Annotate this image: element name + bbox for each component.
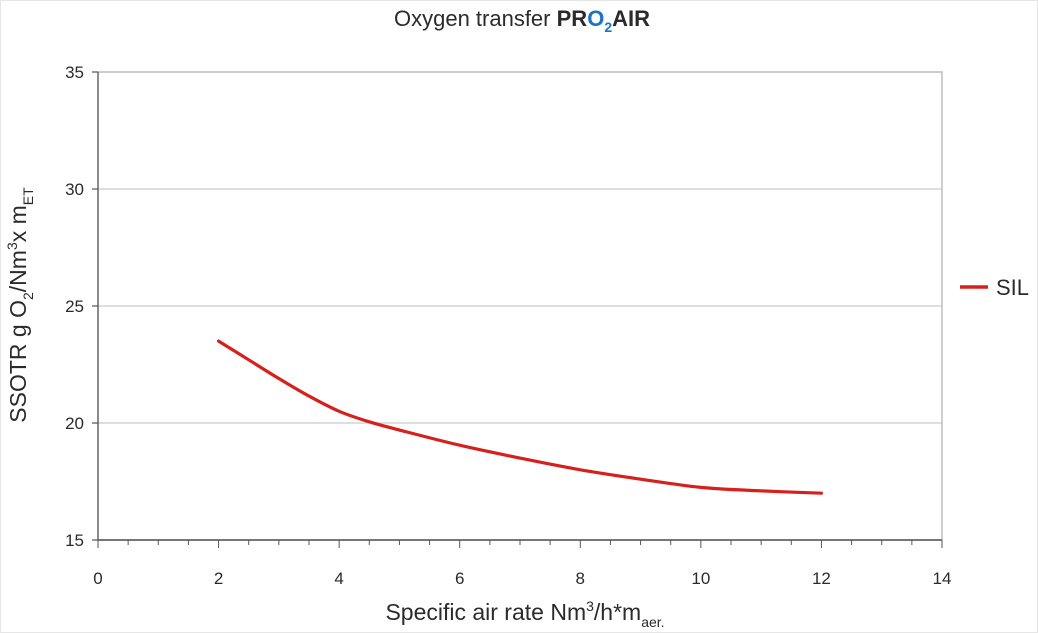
grid-lines xyxy=(98,71,942,424)
legend-label-sil: SIL xyxy=(996,275,1029,300)
x-tick-label-6: 6 xyxy=(455,569,464,588)
xlabel-sub: aer. xyxy=(641,614,664,630)
ylabel-main: SSOTR g O xyxy=(5,300,31,423)
y-axis-label: SSOTR g O2/Nm3x mET xyxy=(4,187,36,423)
title-prefix: Oxygen transfer xyxy=(394,6,557,31)
ylabel-mid2: x m xyxy=(5,205,31,242)
x-tick-label-10: 10 xyxy=(691,569,710,588)
brand-air: AIR xyxy=(612,6,650,31)
x-axis-label: Specific air rate Nm3/h*maer. xyxy=(385,598,664,630)
ylabel-sub2: ET xyxy=(20,187,36,205)
xlabel-mid: /h*m xyxy=(594,599,641,625)
x-tick-label-0: 0 xyxy=(93,569,102,588)
brand-subscript: 2 xyxy=(604,19,612,35)
legend[interactable]: SIL xyxy=(960,275,1029,300)
series-line-sil xyxy=(216,339,824,495)
tick-labels: 15 20 25 30 35 0 2 4 6 8 10 12 14 xyxy=(65,63,951,588)
xlabel-sup: 3 xyxy=(586,598,594,614)
x-tick-label-2: 2 xyxy=(214,569,223,588)
xlabel-main: Specific air rate Nm xyxy=(385,599,586,625)
series-layer xyxy=(216,339,824,495)
ylabel-sup: 3 xyxy=(4,242,20,250)
x-tick-label-4: 4 xyxy=(334,569,343,588)
x-tick-label-12: 12 xyxy=(812,569,831,588)
x-tick-label-14: 14 xyxy=(933,569,952,588)
ylabel-mid: /Nm xyxy=(5,250,31,292)
y-tick-label-15: 15 xyxy=(65,531,84,550)
axes xyxy=(92,71,943,548)
brand-o: O xyxy=(587,6,604,31)
x-tick-label-8: 8 xyxy=(576,569,585,588)
y-tick-label-25: 25 xyxy=(65,297,84,316)
y-tick-label-30: 30 xyxy=(65,180,84,199)
chart-title: Oxygen transfer PRO2AIR xyxy=(394,6,650,35)
y-tick-label-35: 35 xyxy=(65,63,84,82)
ylabel-sub1: 2 xyxy=(20,292,36,300)
brand-pr: PR xyxy=(557,6,588,31)
y-tick-label-20: 20 xyxy=(65,414,84,433)
